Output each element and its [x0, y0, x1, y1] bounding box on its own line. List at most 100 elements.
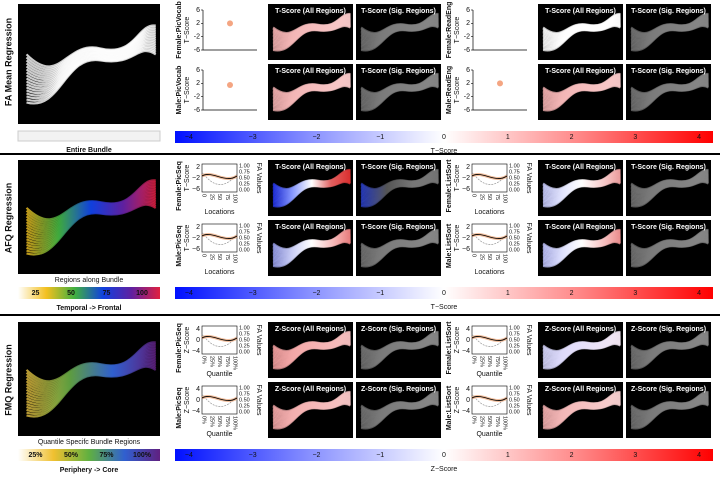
y-tick-label: 2	[466, 20, 470, 27]
y2-tick-label: 0.50	[239, 235, 250, 241]
point	[497, 80, 503, 87]
x-axis-title: Quantile	[476, 431, 502, 438]
y-tick-label: −6	[462, 186, 470, 193]
x-tick-label: 25	[478, 194, 484, 200]
bundle-bar	[18, 287, 160, 299]
y2-tick-label: 0.50	[509, 175, 520, 181]
panel-title: T-Score (All Regions)	[545, 68, 616, 75]
colorbar-tick-label: 4	[697, 290, 701, 297]
y2-tick-label: 0.00	[509, 187, 520, 193]
y-axis-title: T−Score	[184, 165, 191, 192]
colorbar-label: T−Score	[431, 304, 458, 311]
panel-title: T-Score (All Regions)	[275, 164, 346, 171]
x-tick-label: 0	[471, 194, 477, 197]
y-tick-label: 4	[466, 326, 470, 333]
y2-axis-title: FA Values	[255, 222, 262, 254]
panel-title: Z-Score (All Regions)	[545, 326, 616, 333]
bundle-caption: Entire Bundle	[66, 147, 112, 154]
y-tick-label: 4	[196, 326, 200, 333]
y-tick-label: 2	[466, 80, 470, 87]
fiber	[630, 342, 709, 370]
point	[227, 82, 233, 88]
x-axis-title: Locations	[205, 269, 235, 276]
colorbar-tick-label: 3	[633, 290, 637, 297]
panel-title: T-Score (Sig. Regions)	[631, 224, 706, 231]
panel-title: Z-Score (Sig. Regions)	[631, 326, 706, 333]
colorbar-tick-label: −3	[249, 290, 257, 297]
fiber	[26, 365, 157, 418]
y2-tick-label: 0.25	[239, 403, 250, 409]
panel-name: Female:ListSort	[446, 321, 453, 375]
panel-title: T-Score (Sig. Regions)	[631, 164, 706, 171]
y2-tick-label: 0.00	[509, 349, 520, 355]
colorbar-tick-label: 2	[570, 134, 574, 141]
y2-tick-label: 0.75	[509, 391, 520, 397]
colorbar	[175, 449, 713, 461]
y2-axis-title: FA Values	[255, 384, 262, 416]
fiber	[272, 402, 351, 430]
y2-tick-label: 0.00	[509, 409, 520, 415]
y2-tick-label: 0.25	[509, 403, 520, 409]
score-line	[471, 396, 508, 401]
panel-name: Female:ListSort	[446, 159, 453, 213]
colorbar-tick-label: −2	[312, 452, 320, 459]
colorbar-tick-label: 2	[570, 290, 574, 297]
y-tick-label: 6	[196, 67, 200, 74]
bundle-tick-label: 50	[67, 290, 75, 297]
y-tick-label: -2	[464, 34, 470, 41]
y2-tick-label: 0.50	[509, 235, 520, 241]
panel-title: T-Score (Sig. Regions)	[361, 68, 436, 75]
fiber	[542, 402, 621, 430]
colorbar-tick-label: −1	[376, 290, 384, 297]
fiber	[26, 49, 157, 105]
x-tick-label: 50	[486, 194, 492, 200]
fiber	[542, 342, 621, 370]
colorbar-tick-label: 1	[506, 290, 510, 297]
colorbar-label: T−Score	[431, 148, 458, 155]
x-tick-label: 50%	[486, 416, 492, 427]
bundle-bar	[18, 449, 160, 461]
colorbar-tick-label: −3	[249, 134, 257, 141]
panel-title: T-Score (Sig. Regions)	[631, 8, 706, 15]
x-tick-label: 75	[494, 194, 500, 200]
y-tick-label: −4	[462, 348, 470, 355]
y2-tick-label: 0.25	[509, 343, 520, 349]
panel-name: Male:PicSeq	[176, 225, 183, 266]
bundle-direction: Temporal -> Frontal	[56, 305, 121, 312]
colorbar	[175, 287, 713, 299]
colorbar-tick-label: −1	[376, 134, 384, 141]
fiber	[630, 24, 709, 52]
x-tick-label: 100%	[232, 416, 238, 430]
section-label: FMQ Regression	[3, 344, 13, 416]
bundle-tick-label: 25	[32, 290, 40, 297]
panel-title: T-Score (Sig. Regions)	[361, 8, 436, 15]
y2-tick-label: 1.00	[239, 163, 250, 169]
panel-title: Z-Score (All Regions)	[545, 386, 616, 393]
panel-title: T-Score (All Regions)	[545, 164, 616, 171]
x-tick-label: 75%	[224, 356, 230, 367]
x-tick-label: 0%	[471, 356, 477, 364]
y-axis-title: T−Score	[454, 165, 461, 192]
y-tick-label: −6	[192, 186, 200, 193]
fiber	[360, 84, 439, 112]
y-tick-label: 4	[196, 386, 200, 393]
x-tick-label: 75	[494, 254, 500, 260]
y2-tick-label: 0.25	[509, 181, 520, 187]
x-tick-label: 25	[208, 254, 214, 260]
y-tick-label: 2	[196, 164, 200, 171]
x-tick-label: 0%	[201, 356, 207, 364]
x-tick-label: 50%	[216, 356, 222, 367]
colorbar-tick-label: 3	[633, 134, 637, 141]
fiber	[360, 402, 439, 430]
x-tick-label: 100	[502, 254, 508, 263]
y-tick-label: 2	[196, 224, 200, 231]
y2-tick-label: 0.75	[239, 229, 250, 235]
x-tick-label: 50	[486, 254, 492, 260]
y-axis-title: T−Score	[454, 225, 461, 252]
y-axis-title: Z−Score	[454, 387, 461, 414]
x-tick-label: 0%	[201, 416, 207, 424]
colorbar-tick-label: 2	[570, 452, 574, 459]
x-tick-label: 25	[478, 254, 484, 260]
fiber	[360, 24, 439, 52]
y-tick-label: −4	[192, 408, 200, 415]
